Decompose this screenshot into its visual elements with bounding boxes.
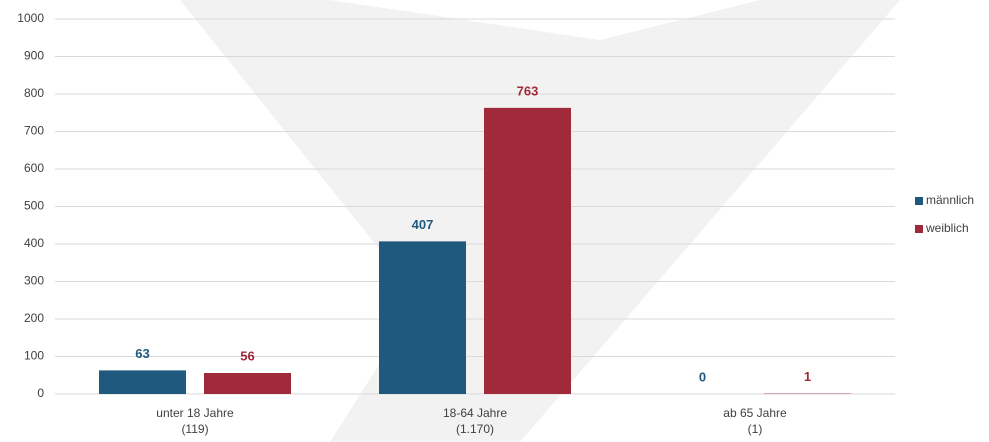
y-tick-label: 1000: [17, 11, 44, 25]
legend-label: weiblich: [925, 221, 969, 235]
y-tick-label: 400: [24, 236, 44, 250]
y-tick-label: 700: [24, 124, 44, 138]
x-tick-label: (119): [181, 422, 208, 436]
value-label: 763: [517, 83, 539, 98]
x-tick-label: (1.170): [456, 422, 494, 436]
value-label: 407: [412, 217, 434, 232]
x-tick-label: 18-64 Jahre: [443, 406, 507, 420]
y-tick-label: 200: [24, 311, 44, 325]
bar: [379, 241, 466, 394]
x-tick-label: (1): [748, 422, 763, 436]
y-tick-label: 500: [24, 199, 44, 213]
value-label: 56: [240, 348, 254, 363]
y-tick-label: 800: [24, 86, 44, 100]
value-label: 1: [804, 369, 811, 384]
y-tick-label: 300: [24, 274, 44, 288]
bar: [204, 373, 291, 394]
y-tick-label: 900: [24, 49, 44, 63]
legend-swatch: [915, 225, 923, 233]
y-tick-label: 600: [24, 161, 44, 175]
x-tick-label: unter 18 Jahre: [156, 406, 234, 420]
y-tick-label: 100: [24, 349, 44, 363]
value-label: 63: [135, 346, 149, 361]
legend-label: männlich: [926, 193, 974, 207]
x-tick-label: ab 65 Jahre: [723, 406, 787, 420]
value-label: 0: [699, 369, 706, 384]
legend-swatch: [915, 197, 923, 205]
bar: [99, 370, 186, 394]
bar: [484, 107, 571, 394]
y-tick-label: 0: [37, 386, 44, 400]
